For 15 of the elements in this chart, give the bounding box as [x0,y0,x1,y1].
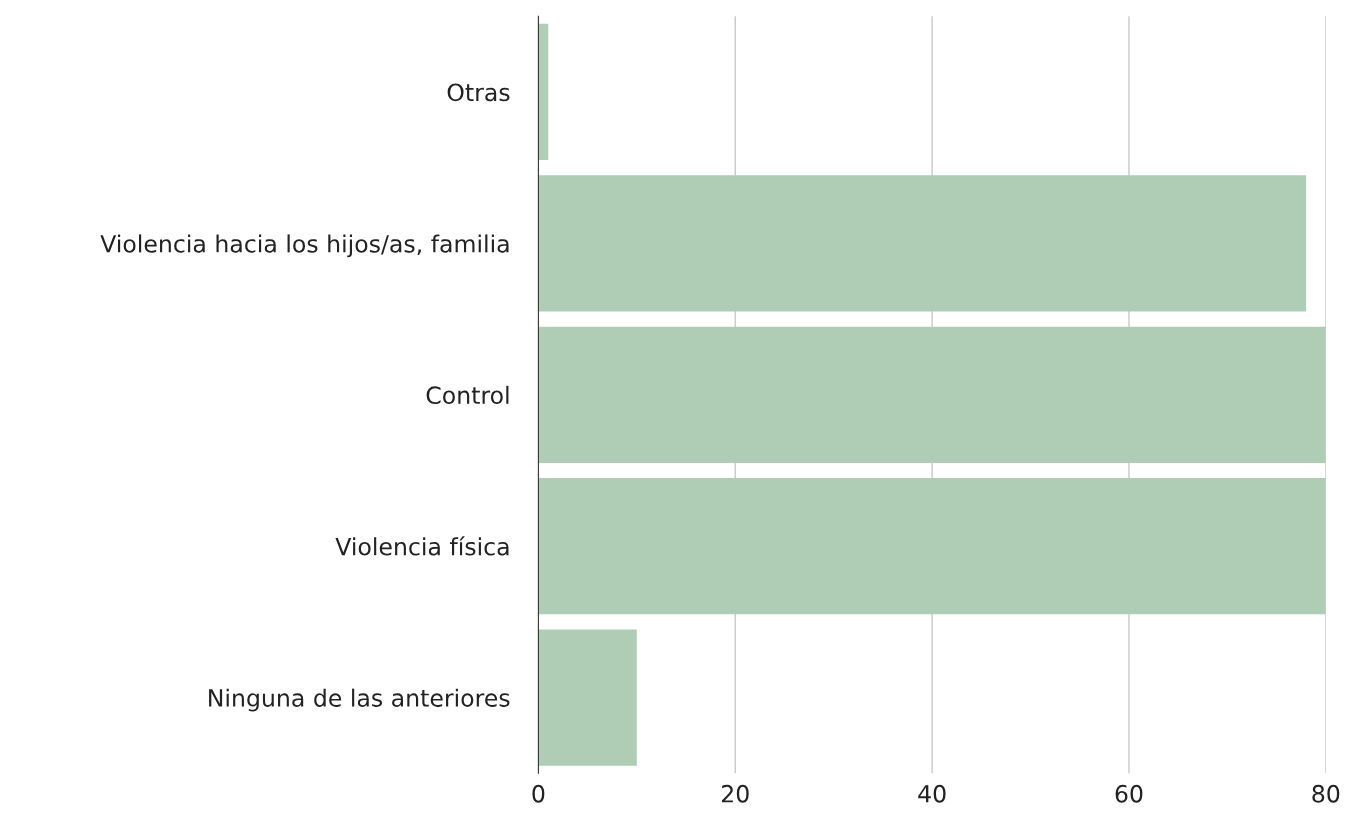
bar [538,478,1326,615]
y-tick-label: Violencia física [335,536,509,556]
y-tick-label: Violencia hacia los hijos/as, familia [100,234,509,258]
bar [538,23,549,161]
bar [538,629,637,766]
x-tick-label: 20 [721,784,749,803]
y-tick-label: Otras [447,83,510,102]
bar [538,175,1307,312]
x-tick-label: 80 [1312,784,1340,803]
x-tick-label: 0 [532,784,545,803]
y-tick-label: Ninguna de las anteriores [209,688,510,712]
y-tick-label: Control [426,385,509,405]
bar [538,326,1326,463]
x-tick-label: 40 [918,784,946,803]
x-tick-label: 60 [1115,784,1143,803]
